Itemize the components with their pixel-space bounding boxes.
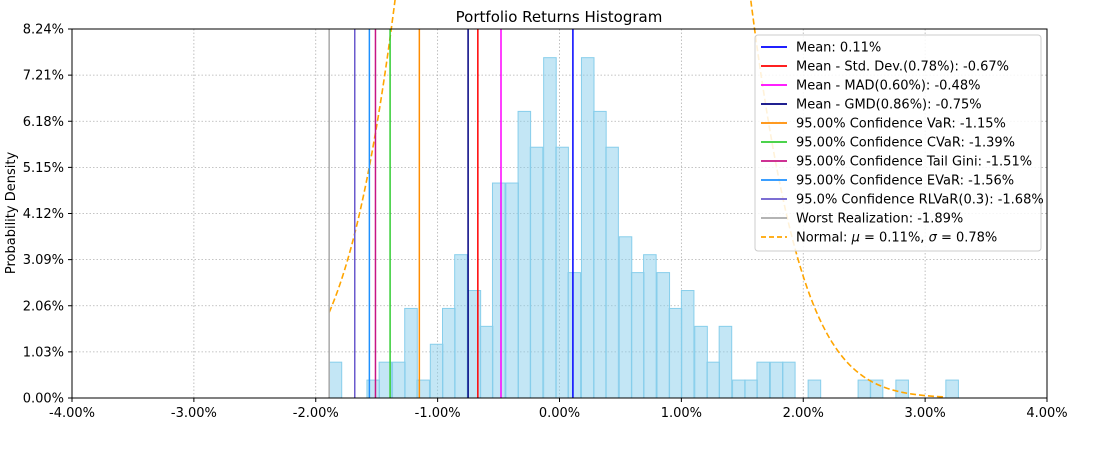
legend-label: Normal: μ = 0.11%, σ = 0.78%: [796, 231, 997, 246]
y-tick-label: 2.06%: [23, 299, 64, 314]
histogram-bar: [869, 379, 884, 399]
normal-curve-layer: [328, 0, 946, 398]
x-tick-label: -2.00%: [293, 406, 339, 421]
histogram-bar: [630, 272, 645, 399]
histogram-bar: [668, 307, 683, 399]
histogram-bar: [454, 254, 468, 399]
histogram-bar: [517, 110, 532, 399]
histogram-bar: [680, 290, 695, 399]
histogram-bars: [328, 57, 959, 399]
x-tick-label: -4.00%: [49, 406, 95, 421]
histogram-bar: [467, 290, 482, 399]
x-tick-label: 0.00%: [539, 406, 580, 421]
histogram-bar: [807, 379, 822, 399]
y-axis-label: Probability Density: [4, 152, 19, 275]
histogram-bar: [756, 361, 770, 399]
legend-label: Mean - GMD(0.86%): -0.75%: [796, 98, 982, 113]
legend: Mean: 0.11% Mean - Std. Dev.(0.78%): -0.6…: [754, 34, 1044, 252]
x-axis-ticks: -4.00% -3.00% -2.00% -1.00% 0.00% 1.00% 2.00% 3…: [49, 398, 1068, 421]
histogram-bar: [694, 325, 708, 399]
y-tick-label: 6.18%: [23, 115, 64, 130]
histogram-bar: [618, 236, 633, 399]
histogram-bar: [593, 110, 607, 399]
histogram-bar: [543, 57, 557, 399]
x-tick-label: -1.00%: [415, 406, 461, 421]
histogram-bar: [580, 57, 595, 399]
y-tick-label: 1.03%: [23, 345, 64, 360]
legend-label: 95.00% Confidence VaR: -1.15%: [796, 117, 1006, 132]
legend-label: 95.0% Confidence RLVaR(0.3): -1.68%: [796, 193, 1044, 208]
x-tick-label: 1.00%: [661, 406, 702, 421]
x-tick-label: 3.00%: [904, 406, 945, 421]
legend-label: Worst Realization: -1.89%: [796, 212, 963, 227]
x-tick-label: 2.00%: [783, 406, 824, 421]
chart-title: Portfolio Returns Histogram: [456, 8, 663, 26]
y-tick-label: 5.15%: [23, 161, 64, 176]
histogram-bar: [429, 343, 444, 399]
histogram-bar: [643, 254, 657, 399]
histogram-bar: [656, 272, 671, 399]
y-tick-label: 4.12%: [23, 207, 64, 222]
legend-box: [754, 34, 1042, 252]
histogram-bar: [555, 146, 569, 399]
histogram-bar: [857, 379, 872, 399]
legend-label: 95.00% Confidence CVaR: -1.39%: [796, 136, 1015, 151]
x-tick-label: -3.00%: [171, 406, 217, 421]
risk-lines: [328, 29, 574, 398]
histogram-bar: [404, 307, 418, 399]
histogram-bar: [491, 182, 506, 399]
y-axis-ticks: 0.00% 1.03% 2.06% 3.09% 4.12% 5.15% 6.18% 7.21%…: [23, 23, 72, 407]
legend-label: Mean: 0.11%: [796, 41, 881, 56]
legend-label: Mean - Std. Dev.(0.78%): -0.67%: [796, 60, 1009, 75]
histogram-bar: [706, 361, 721, 399]
histogram-bar: [328, 361, 343, 399]
histogram-bar: [567, 272, 582, 399]
histogram-bar: [605, 146, 619, 399]
y-tick-label: 7.21%: [23, 69, 64, 84]
y-tick-label: 3.09%: [23, 253, 64, 268]
legend-label: Mean - MAD(0.60%): -0.48%: [796, 79, 980, 94]
histogram-bar: [744, 379, 758, 399]
normal-curve: [328, 0, 946, 398]
histogram-bar: [505, 182, 519, 399]
histogram-bar: [479, 325, 494, 399]
histogram-bar: [392, 361, 406, 399]
histogram-bar: [442, 307, 456, 399]
legend-label: 95.00% Confidence Tail Gini: -1.51%: [796, 155, 1032, 170]
y-tick-label: 8.24%: [23, 23, 64, 38]
histogram-bar: [895, 379, 909, 399]
histogram-bar: [769, 361, 784, 399]
histogram-bar: [529, 146, 544, 399]
histogram-bar: [782, 361, 796, 399]
x-tick-label: 4.00%: [1026, 406, 1067, 421]
legend-label: 95.00% Confidence EVaR: -1.56%: [796, 174, 1014, 189]
histogram-bar: [732, 379, 746, 399]
histogram-bar: [718, 325, 733, 399]
y-tick-label: 0.00%: [23, 392, 64, 407]
histogram-bar: [945, 379, 959, 399]
